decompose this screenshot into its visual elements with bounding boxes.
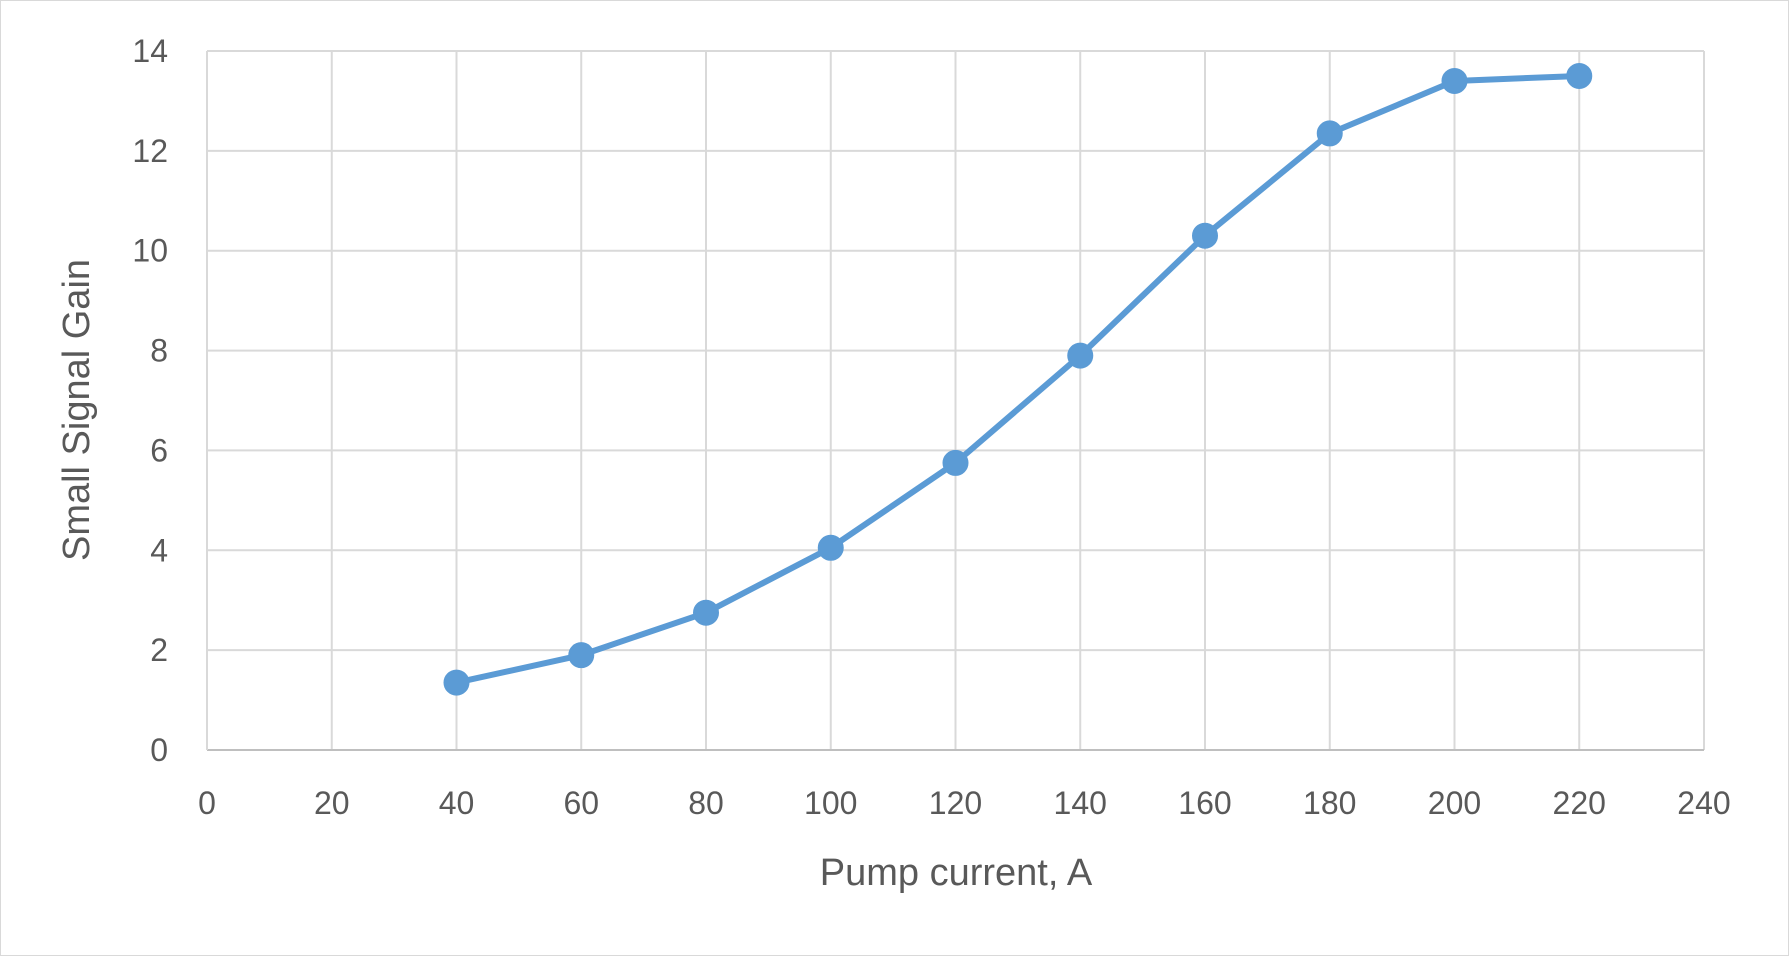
x-tick-label: 40	[439, 785, 475, 821]
y-tick-label: 6	[150, 432, 168, 468]
y-tick-labels: 0 2 4 6 8 10 12 14	[132, 33, 168, 768]
data-point	[443, 669, 470, 696]
x-tick-label: 100	[804, 785, 857, 821]
data-point	[942, 449, 969, 476]
gridlines	[207, 50, 1705, 750]
data-point	[817, 534, 844, 561]
x-tick-labels: 0 20 40 60 80 100 120 140 160 180 200 220 240	[198, 785, 1731, 821]
x-tick-label: 220	[1553, 785, 1606, 821]
y-tick-label: 2	[150, 632, 168, 668]
y-tick-label: 8	[150, 333, 168, 369]
data-point	[1441, 67, 1468, 94]
y-tick-label: 10	[132, 233, 168, 269]
x-tick-label: 240	[1677, 785, 1730, 821]
x-tick-label: 120	[929, 785, 982, 821]
y-tick-label: 12	[132, 133, 168, 169]
data-point	[1316, 120, 1343, 147]
y-tick-label: 0	[150, 732, 168, 768]
x-tick-label: 200	[1428, 785, 1481, 821]
x-tick-label: 160	[1178, 785, 1231, 821]
data-point	[1067, 342, 1094, 369]
x-tick-label: 140	[1054, 785, 1107, 821]
series-group	[443, 62, 1593, 696]
x-tick-label: 0	[198, 785, 216, 821]
x-tick-label: 20	[314, 785, 350, 821]
series-line	[453, 72, 1583, 686]
data-point	[1566, 62, 1593, 89]
axes	[206, 51, 1704, 751]
x-tick-label: 80	[688, 785, 724, 821]
y-axis-label: Small Signal Gain	[56, 259, 98, 561]
y-tick-label: 14	[132, 33, 168, 69]
data-point	[1192, 222, 1218, 249]
x-tick-label: 180	[1303, 785, 1356, 821]
y-tick-label: 4	[150, 532, 168, 568]
x-tick-label: 60	[563, 785, 599, 821]
x-axis-label: Pump current, A	[820, 852, 1093, 894]
data-point	[568, 642, 595, 669]
data-point	[693, 599, 719, 626]
